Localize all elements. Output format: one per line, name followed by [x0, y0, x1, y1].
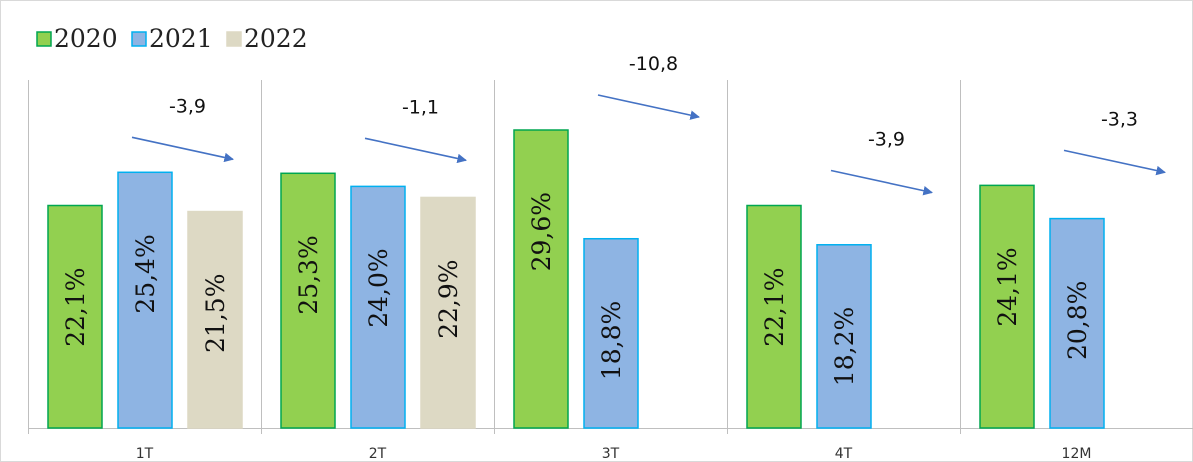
- legend-swatch-2020: [36, 31, 52, 47]
- tick-label-1T: 1T: [136, 446, 154, 462]
- tick-label-4T: 4T: [835, 446, 853, 462]
- bar-2020-1T: [47, 204, 103, 429]
- data-label-2022-1T: 21,5%: [201, 274, 230, 353]
- data-label-2022-2T: 22,9%: [434, 259, 463, 338]
- tick-label-3T: 3T: [602, 446, 620, 462]
- delta-label-2T: -1,1: [402, 96, 439, 118]
- data-label-2020-1T: 22,1%: [61, 268, 90, 347]
- trend-arrow-12M: [1063, 149, 1166, 176]
- legend-label-2020: 2020: [54, 24, 118, 53]
- bar-2021-2T: [350, 185, 406, 429]
- delta-label-4T: -3,9: [868, 129, 905, 151]
- trend-arrow-1T: [131, 136, 234, 163]
- data-label-2020-3T: 29,6%: [527, 192, 556, 271]
- tick-label-2T: 2T: [369, 446, 387, 462]
- tick-label-12M: 12M: [1062, 446, 1092, 462]
- data-label-2020-4T: 22,1%: [760, 268, 789, 347]
- bar-2021-4T: [816, 244, 872, 429]
- delta-label-12M: -3,3: [1101, 108, 1138, 130]
- bar-2022-2T: [420, 196, 476, 429]
- bar-2022-1T: [187, 210, 243, 429]
- delta-label-1T: -3,9: [169, 95, 206, 117]
- legend-label-2021: 2021: [149, 24, 213, 53]
- data-label-2021-2T: 24,0%: [364, 248, 393, 327]
- bar-2020-12M: [979, 184, 1035, 429]
- bar-2020-2T: [280, 172, 336, 429]
- data-label-2021-3T: 18,8%: [597, 301, 626, 380]
- delta-label-3T: -10,8: [629, 53, 678, 75]
- data-label-2020-2T: 25,3%: [294, 235, 323, 314]
- legend-swatch-2021: [131, 31, 147, 47]
- trend-arrow-3T: [597, 94, 700, 120]
- data-label-2021-1T: 25,4%: [131, 234, 160, 313]
- bar-2021-1T: [117, 171, 173, 429]
- data-label-2021-12M: 20,8%: [1063, 281, 1092, 360]
- bar-2020-3T: [513, 129, 569, 429]
- legend-label-2022: 2022: [244, 24, 308, 53]
- trend-arrow-2T: [364, 137, 467, 164]
- data-label-2021-4T: 18,2%: [830, 307, 859, 386]
- data-label-2020-12M: 24,1%: [993, 247, 1022, 326]
- bar-2021-3T: [583, 237, 639, 429]
- bar-2021-12M: [1049, 217, 1105, 429]
- legend-swatch-2022: [226, 31, 242, 47]
- bar-2020-4T: [746, 204, 802, 429]
- trend-arrow-4T: [830, 169, 933, 196]
